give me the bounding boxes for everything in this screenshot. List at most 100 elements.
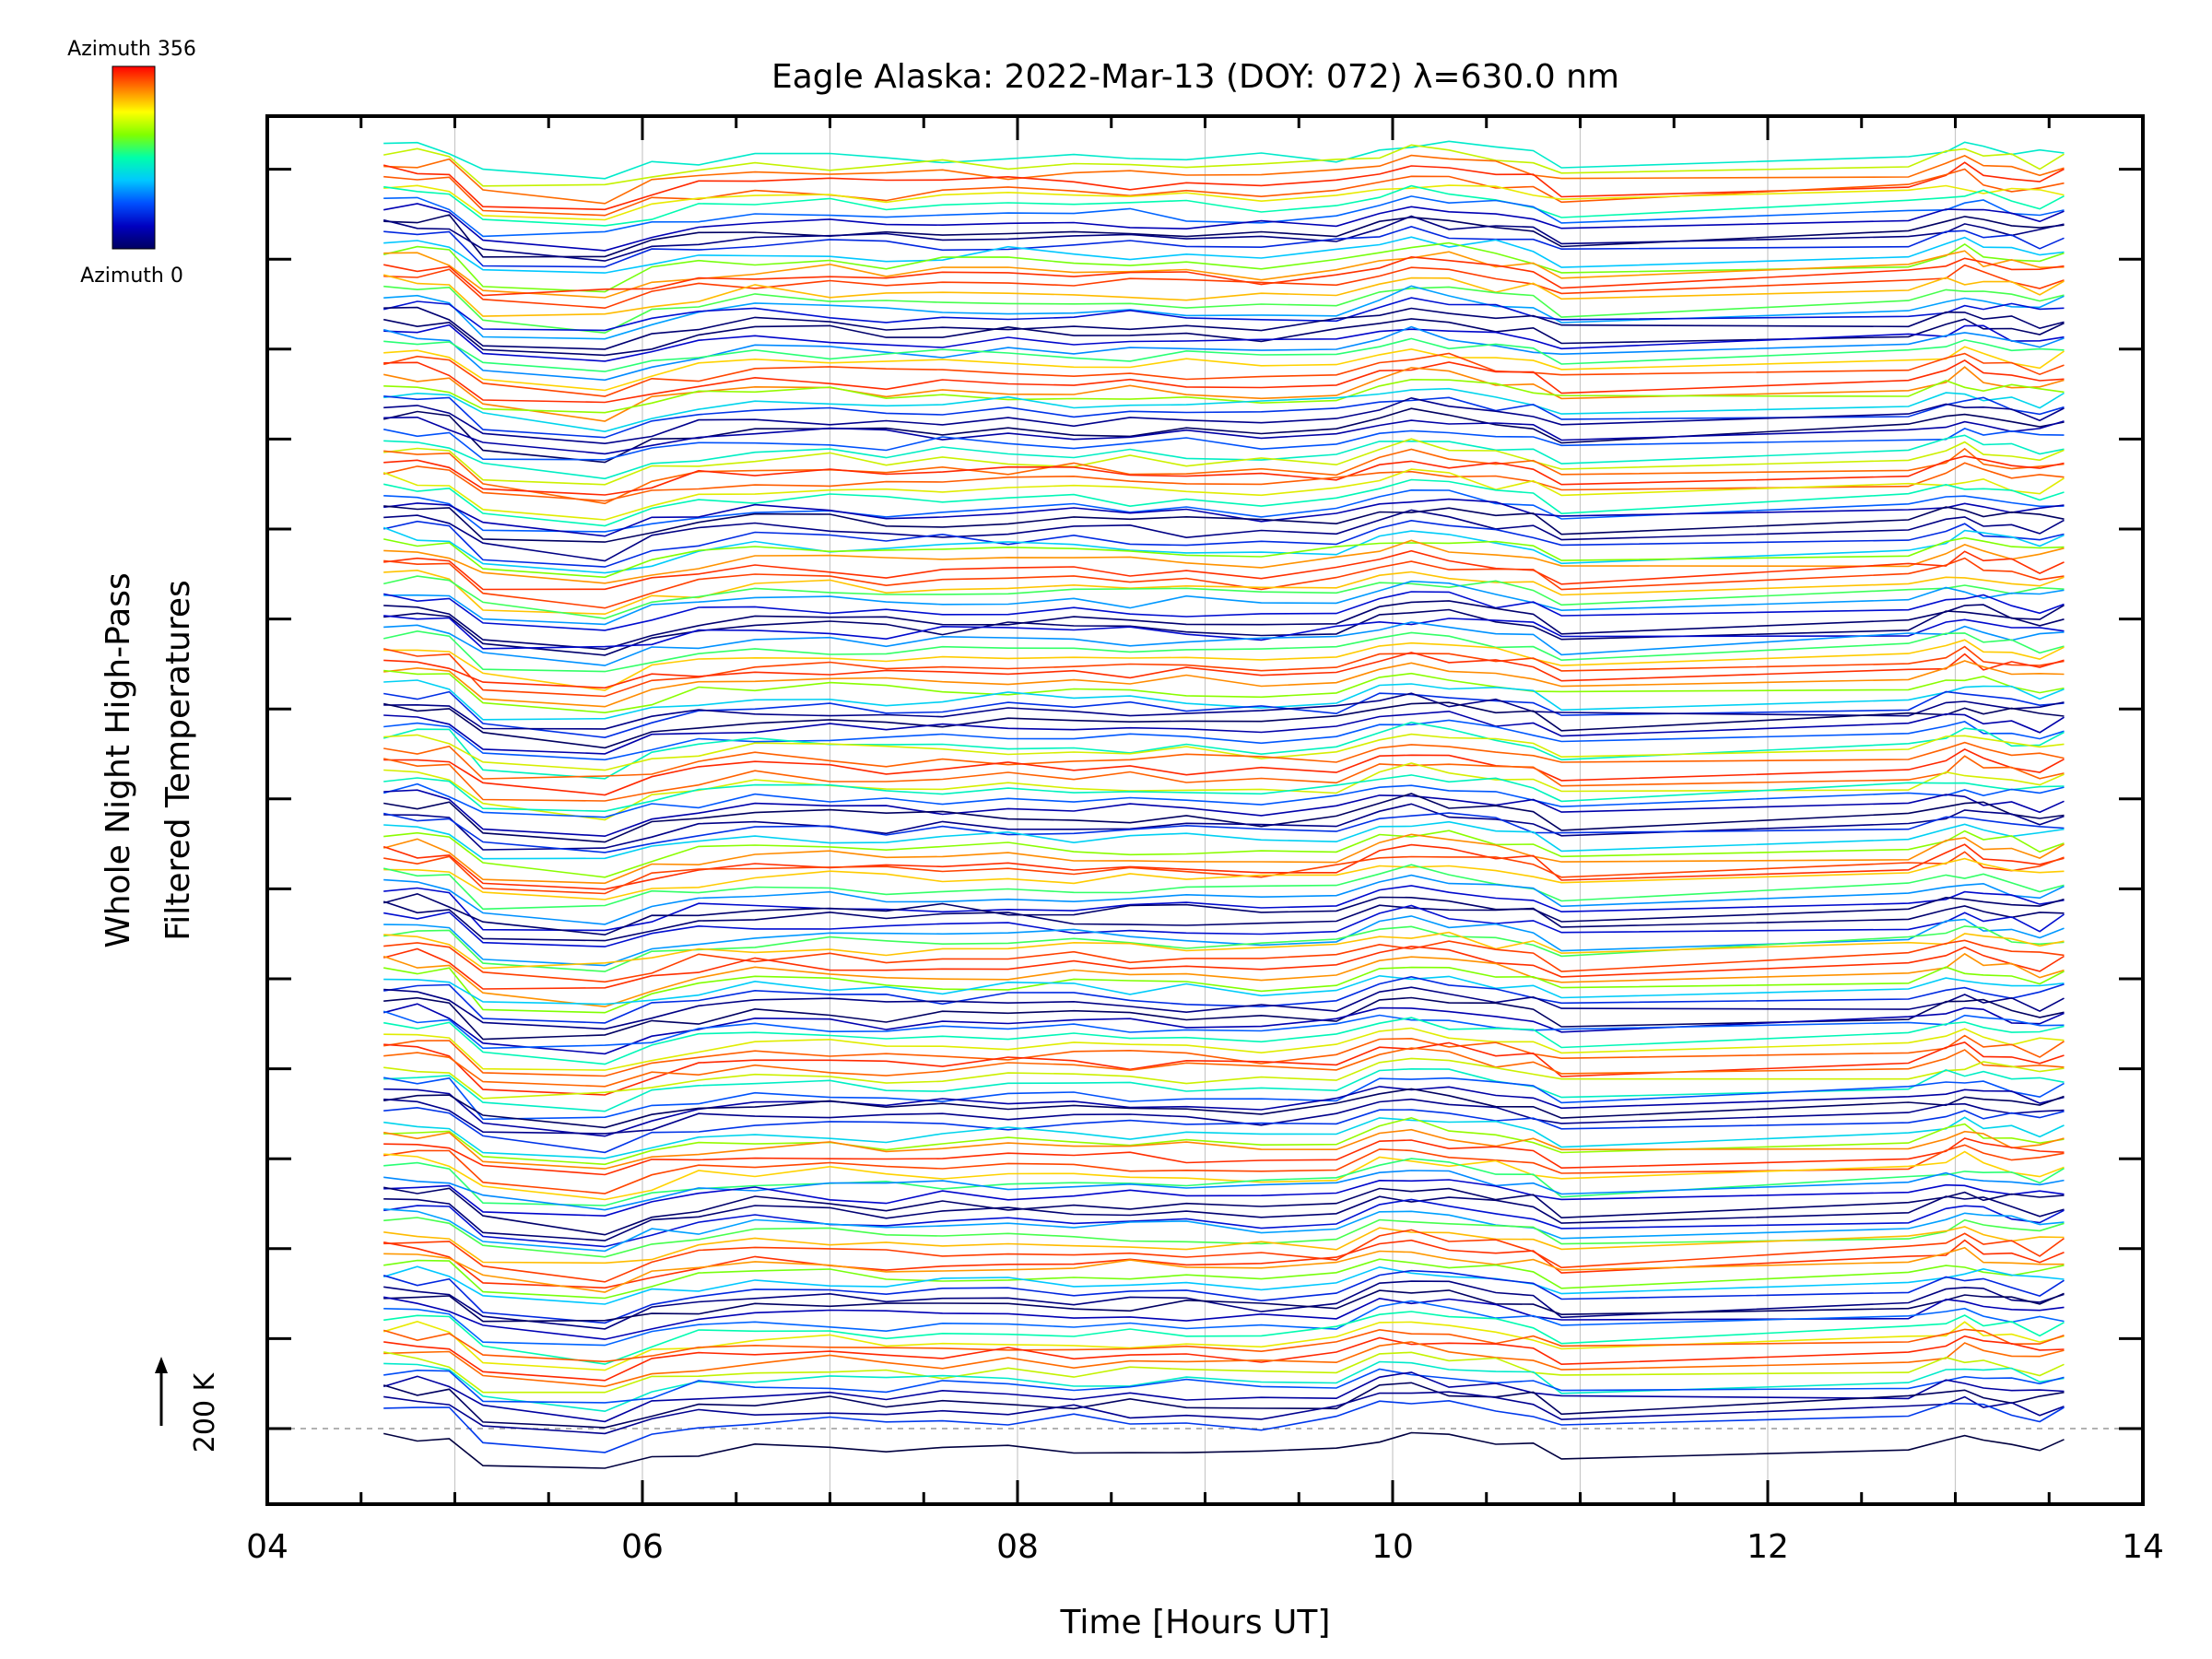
- series-line: [383, 161, 2065, 211]
- series-line: [383, 1179, 2065, 1218]
- series-line: [383, 874, 2065, 925]
- series-line: [383, 966, 2065, 1014]
- series-line: [383, 864, 2065, 911]
- series-line: [383, 690, 2065, 739]
- series-line: [383, 1351, 2065, 1394]
- series-line: [383, 416, 2065, 455]
- series-line: [383, 359, 2065, 404]
- series-line: [383, 719, 2065, 761]
- series-line: [383, 1106, 2065, 1154]
- series-line: [383, 387, 2065, 433]
- series-line: [383, 793, 2065, 843]
- series-line: [383, 1017, 2065, 1065]
- series-line: [382, 1321, 2065, 1371]
- series-line: [383, 447, 2065, 505]
- series-line: [382, 1003, 2065, 1055]
- series-line: [383, 519, 2065, 568]
- series-line: [382, 1265, 2065, 1305]
- series-line: [383, 195, 2065, 238]
- series-line: [383, 168, 2065, 217]
- series-line: [382, 892, 2065, 936]
- series-line: [383, 580, 2065, 626]
- series-line: [383, 975, 2065, 1024]
- series-line: [383, 629, 2065, 673]
- colorbar-top-label: Azimuth 356: [67, 38, 196, 61]
- x-tick-label: 14: [2122, 1528, 2164, 1566]
- series-line: [383, 774, 2065, 813]
- series-line: [383, 1116, 2065, 1166]
- series-line: [383, 1258, 2065, 1300]
- series-line: [383, 1150, 2065, 1201]
- series-line: [383, 925, 2065, 972]
- series-lines: [382, 140, 2065, 1469]
- series-line: [383, 274, 2065, 317]
- series-line: [383, 184, 2065, 221]
- series-line: [383, 1226, 2065, 1265]
- series-line: [383, 1246, 2065, 1293]
- series-line: [383, 1098, 2065, 1135]
- series-line: [383, 250, 2065, 299]
- series-line: [383, 1360, 2065, 1413]
- series-line: [383, 488, 2065, 533]
- series-line: [383, 669, 2065, 714]
- series-line: [383, 692, 2065, 730]
- series-line: [383, 812, 2065, 853]
- series-line: [383, 733, 2065, 771]
- series-line: [383, 1300, 2065, 1347]
- series-line: [383, 608, 2065, 656]
- series-line: [383, 1027, 2065, 1071]
- colorbar-gradient: [112, 65, 156, 250]
- series-line: [383, 214, 2065, 258]
- series-line: [382, 1328, 2065, 1363]
- series-line: [383, 1280, 2065, 1330]
- series-line: [383, 1047, 2065, 1088]
- series-line: [383, 857, 2065, 900]
- series-line: [383, 462, 2065, 502]
- series-line: [383, 1086, 2065, 1137]
- series-line: [383, 184, 2065, 227]
- series-line: [382, 900, 2065, 942]
- series-line: [383, 1170, 2065, 1211]
- series-line: [383, 366, 2065, 422]
- series-line: [383, 660, 2065, 708]
- series-line: [383, 820, 2065, 860]
- series-line: [383, 1128, 2065, 1170]
- series-line: [383, 144, 2065, 187]
- series-line: [383, 324, 2065, 362]
- series-line: [383, 285, 2065, 340]
- axes: 04 06 08 10 12 14: [246, 114, 2164, 1566]
- series-line: [383, 509, 2065, 562]
- series-line: [383, 939, 2065, 983]
- series-line: [383, 974, 2065, 1006]
- x-tick-label: 04: [246, 1528, 288, 1566]
- series-line: [382, 945, 2065, 990]
- series-line: [383, 1431, 2065, 1469]
- series-line: [383, 591, 2065, 631]
- x-tick-label: 08: [996, 1528, 1039, 1566]
- series-line: [383, 762, 2065, 821]
- scale-label: 200 K: [189, 1371, 221, 1453]
- azimuth-colorbar: Azimuth 356 Azimuth 0: [67, 38, 196, 288]
- series-line: [383, 615, 2065, 650]
- series-line: [383, 255, 2065, 297]
- series-line: [383, 455, 2065, 496]
- series-line: [383, 747, 2065, 796]
- series-line: [383, 1296, 2065, 1340]
- series-line: [383, 1144, 2065, 1194]
- series-line: [383, 652, 2065, 689]
- series-line: [383, 285, 2065, 335]
- series-line: [383, 536, 2065, 579]
- series-line: [383, 741, 2065, 780]
- series-line: [383, 569, 2065, 616]
- series-line: [383, 378, 2065, 414]
- series-line: [383, 1077, 2065, 1121]
- series-line: [383, 478, 2065, 527]
- series-line: [383, 557, 2065, 609]
- series-line: [383, 407, 2065, 464]
- series-line: [383, 1229, 2065, 1283]
- series-line: [383, 645, 2065, 698]
- series-line: [383, 915, 2065, 967]
- series-line: [383, 505, 2065, 543]
